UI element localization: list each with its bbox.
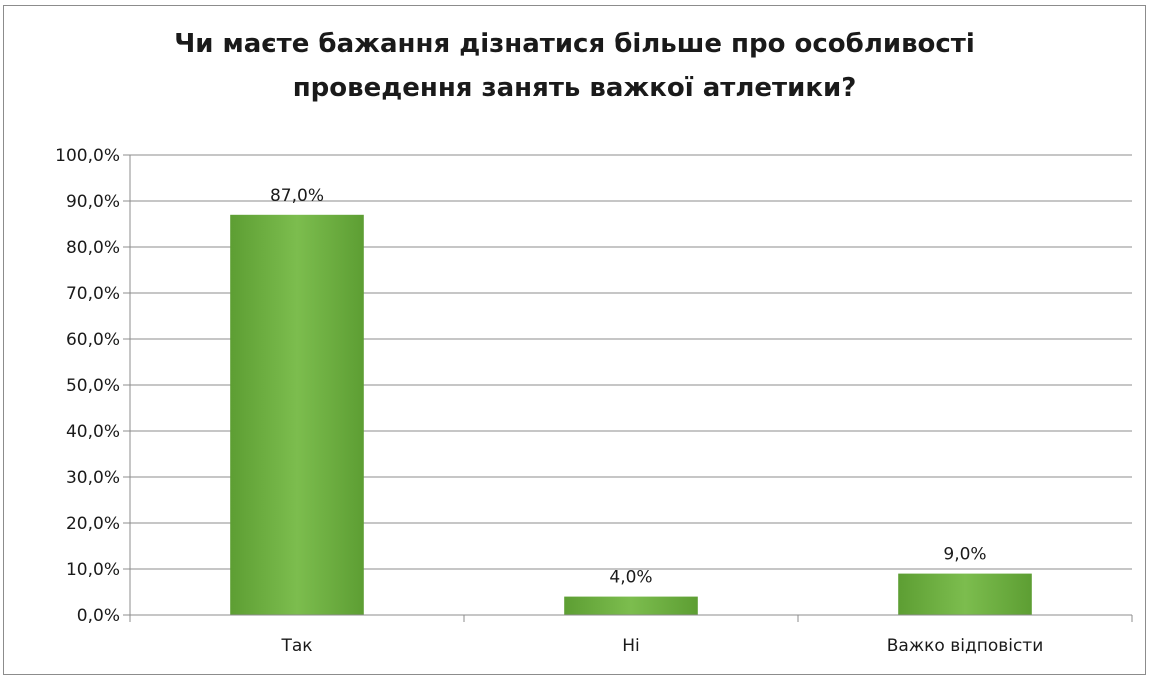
bar-1 <box>230 214 364 616</box>
y-tick-label: 70,0% <box>66 284 120 304</box>
chart-title-line-1: Чи маєте бажання дізнатися більше про ос… <box>174 29 975 59</box>
chart-title: Чи маєте бажання дізнатися більше про ос… <box>0 22 1149 110</box>
y-tick-label: 0,0% <box>77 606 120 626</box>
data-label: 4,0% <box>609 568 652 588</box>
bar-2 <box>564 596 698 615</box>
y-tick-label: 90,0% <box>66 192 120 212</box>
y-tick-label: 50,0% <box>66 376 120 396</box>
category-label: Так <box>280 636 312 656</box>
y-tick-label: 40,0% <box>66 422 120 442</box>
y-tick-label: 30,0% <box>66 468 120 488</box>
y-tick-label: 10,0% <box>66 560 120 580</box>
y-tick-label: 80,0% <box>66 238 120 258</box>
y-tick-label: 20,0% <box>66 514 120 534</box>
y-tick-label: 100,0% <box>55 146 120 166</box>
chart-title-line-2: проведення занять важкої атлетики? <box>292 73 857 103</box>
data-label: 87,0% <box>270 186 324 206</box>
chart-frame <box>3 5 1146 675</box>
category-label: Важко відповісти <box>887 636 1044 656</box>
bar-3 <box>898 573 1032 615</box>
category-label: Ні <box>622 636 640 656</box>
data-label: 9,0% <box>943 545 986 565</box>
y-tick-label: 60,0% <box>66 330 120 350</box>
